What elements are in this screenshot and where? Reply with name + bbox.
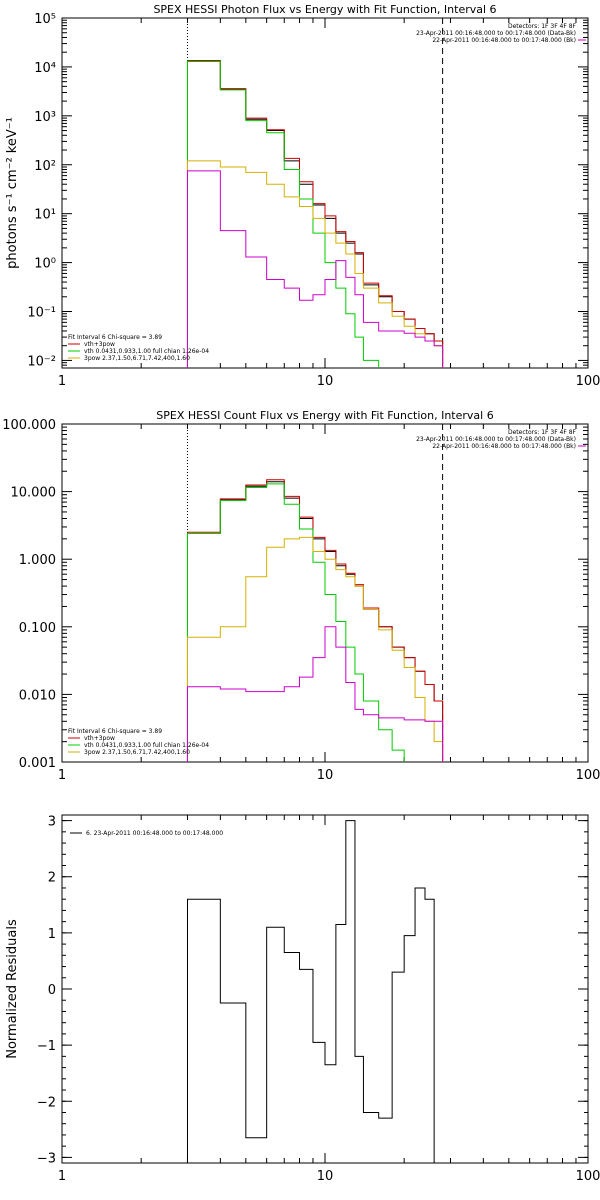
legend-label: 3pow 2.37,1.50,6.71,7.42,400,1.60 [84,749,190,756]
y-tick-label: 10⁴ [34,61,56,76]
y-tick-label: 2 [48,871,56,886]
x-tick-label: 1 [58,1169,66,1184]
legend-header: Fit Interval 6 Chi-square = 3.89 [68,728,162,735]
y-tick-label: 0.010 [19,688,56,703]
y-tick-label: −2 [37,1095,56,1110]
chart-title: SPEX HESSI Count Flux vs Energy with Fit… [156,409,493,422]
plot-frame [61,17,589,369]
series-line-4 [186,626,444,762]
x-tick-label: 100 [576,768,600,783]
x-tick-label: 10 [317,1169,334,1184]
y-tick-label: −3 [37,1151,56,1166]
annotation-text: 23-Apr-2011 00:16:48.000 to 00:17:48.000… [416,30,576,37]
x-tick-label: 1 [58,768,66,783]
y-axis-label: Normalized Residuals [5,919,20,1059]
y-tick-label: 10⁰ [34,257,56,272]
annotation-text: Detectors: 1F 3F 4F 8F [508,23,577,30]
series-line-0 [186,820,443,1163]
chart-title: SPEX HESSI Photon Flux vs Energy with Fi… [153,3,496,16]
y-tick-label: 10¹ [34,208,56,223]
y-tick-label: 10⁻¹ [27,306,56,321]
series-line-2 [186,60,444,368]
y-tick-label: 0 [48,983,56,998]
x-tick-label: 100 [576,1169,600,1184]
legend-label: vth+3pow [84,735,115,742]
x-tick-label: 1 [58,374,66,389]
y-tick-label: −1 [37,1039,56,1054]
x-tick-label: 10 [317,374,334,389]
legend-label: vth+3pow [84,341,115,348]
plot-frame [61,814,589,1164]
y-tick-label: 10⁻² [27,354,56,369]
y-tick-label: 100.000 [2,418,56,433]
y-tick-label: 3 [48,815,56,830]
annotation-text: 22-Apr-2011 00:16:48.000 to 00:17:48.000… [432,443,576,450]
y-tick-label: 0.001 [19,756,56,771]
y-tick-label: 0.100 [19,621,56,636]
series-line-4 [186,170,444,368]
series-line-3 [186,536,444,762]
annotation-text: 22-Apr-2011 00:16:48.000 to 00:17:48.000… [432,37,576,44]
annotation-text: Detectors: 1F 3F 4F 8F [508,429,577,436]
legend-label: 3pow 2.37,1.50,6.71,7.42,400,1.60 [84,355,190,362]
y-tick-label: 10⁵ [34,12,56,27]
legend-label: vth 0.0431,0.933,1.00 full chian 1.26e-0… [84,742,209,749]
series-line-2 [186,483,444,762]
y-tick-label: 10.000 [11,486,57,501]
legend-label: 6. 23-Apr-2011 00:16:48.000 to 00:17:48.… [86,830,223,837]
y-tick-label: 1.000 [19,553,56,568]
y-tick-label: 1 [48,927,56,942]
y-tick-label: 10² [34,159,56,174]
annotation-text: 23-Apr-2011 00:16:48.000 to 00:17:48.000… [416,436,576,443]
x-tick-label: 100 [576,374,600,389]
legend-label: vth 0.0431,0.933,1.00 full chian 1.26e-0… [84,348,209,355]
series-line-3 [186,160,444,368]
x-tick-label: 10 [317,768,334,783]
y-axis-label: photons s⁻¹ cm⁻² keV⁻¹ [5,117,20,269]
legend-header: Fit Interval 6 Chi-square = 3.89 [68,334,162,341]
y-tick-label: 10³ [34,110,56,125]
